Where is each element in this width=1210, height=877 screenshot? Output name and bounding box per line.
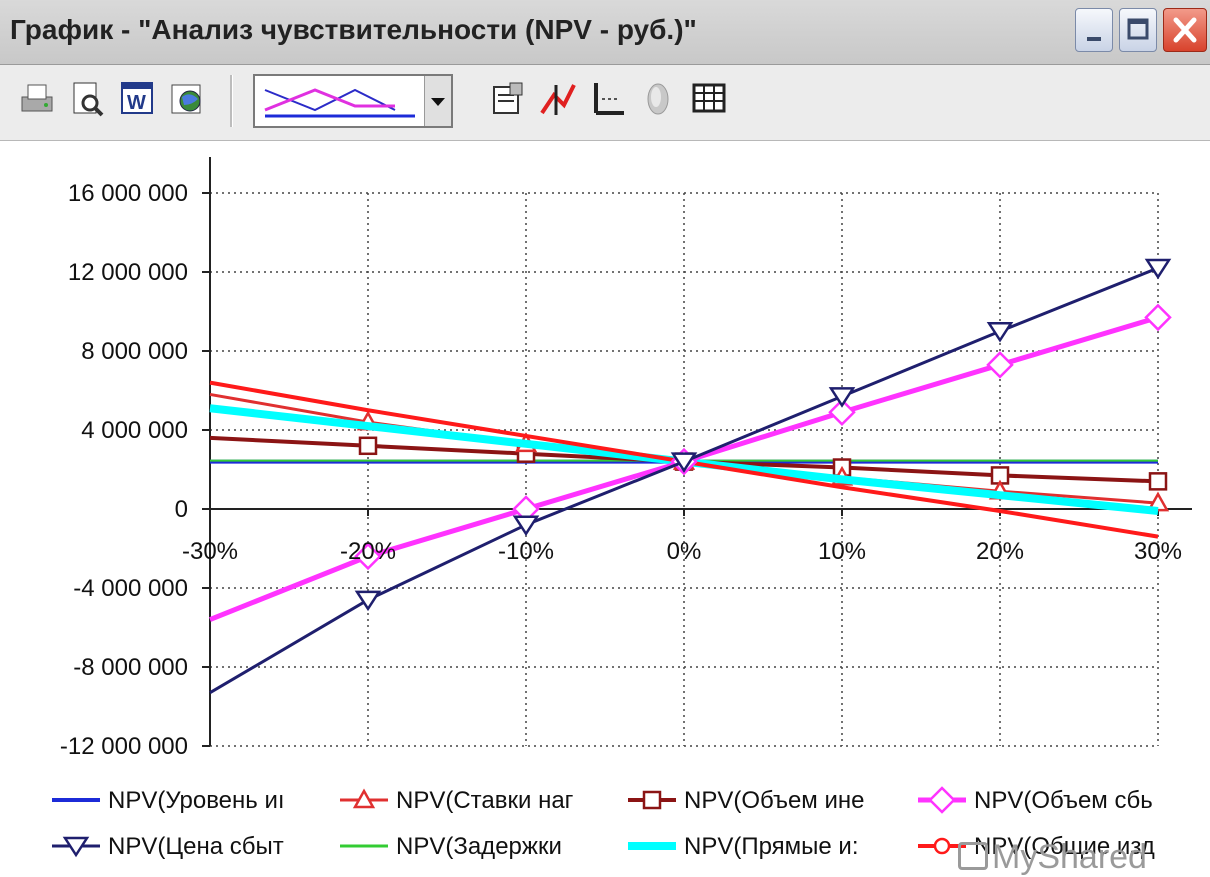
word-export-icon[interactable]: W: [118, 79, 158, 119]
x-tick-label: 10%: [818, 538, 866, 565]
watermark-logo-icon: [958, 842, 988, 870]
chart-series: [209, 258, 1172, 694]
series-4-point: [1144, 303, 1172, 332]
minimize-button[interactable]: [1075, 8, 1113, 52]
sensitivity-chart: 16 000 000 12 000 000 8 000 000 4 000 000 0 -…: [52, 157, 1192, 860]
series-5-point: [670, 452, 698, 473]
window-title: График - "Анализ чувствительности (NPV -…: [10, 14, 697, 45]
x-tick-label: 0%: [667, 538, 702, 565]
series-5-point: [1144, 258, 1172, 280]
legend-item-4: NPV(Объем сбь: [918, 786, 1153, 814]
axes-icon[interactable]: [588, 79, 628, 119]
legend-label: NPV(Цена сбыт: [108, 833, 284, 860]
legend-label: NPV(Прямые и:: [684, 833, 859, 860]
chart-tick-labels: 16 000 000 12 000 000 8 000 000 4 000 000 0 -…: [60, 180, 1182, 760]
legend-item-8: NPV(Общие изд: [918, 833, 1155, 860]
legend-item-2: NPV(Ставки наг: [340, 787, 574, 814]
legend-label: NPV(Объем ине: [684, 787, 864, 814]
series-5-point: [828, 387, 856, 408]
series-5-point: [512, 515, 540, 537]
chart-type-combo[interactable]: [253, 74, 453, 128]
series-3-point: [1148, 472, 1168, 491]
combo-dropdown-button[interactable]: [424, 76, 451, 126]
print-preview-icon[interactable]: [68, 79, 108, 119]
minimize-icon: [1087, 37, 1101, 41]
legend-item-7: NPV(Прямые и:: [628, 833, 859, 860]
y-tick-label: 12 000 000: [68, 259, 188, 286]
print-icon[interactable]: [18, 79, 58, 119]
x-tick-label: -30%: [182, 538, 238, 565]
maximize-icon: [1127, 18, 1149, 40]
series-5-point: [354, 590, 382, 612]
data-table-icon[interactable]: [690, 79, 730, 119]
legend-marker: [352, 788, 376, 809]
y-tick-label: -8 000 000: [73, 654, 188, 681]
series-5-point: [986, 322, 1014, 343]
y-tick-label: 4 000 000: [81, 417, 188, 444]
y-tick-label: 8 000 000: [81, 338, 188, 365]
legend-marker: [933, 837, 951, 855]
legend-item-6: NPV(Задержки: [340, 833, 562, 860]
legend-marker: [928, 786, 956, 814]
properties-icon[interactable]: [488, 79, 528, 119]
maximize-button[interactable]: [1119, 8, 1157, 52]
3d-icon[interactable]: [638, 79, 678, 119]
chevron-down-icon: [431, 98, 445, 106]
series-4-point: [354, 542, 382, 571]
close-button[interactable]: [1163, 8, 1207, 52]
x-tick-label: 30%: [1134, 538, 1182, 565]
chart-axes: [202, 157, 1192, 747]
title-bar: График - "Анализ чувствительности (NPV -…: [0, 0, 1210, 65]
legend-marker: [62, 836, 90, 858]
chart-legend: NPV(Уровень иı NPV(Ставки наг NPV(Объем ин…: [52, 786, 1155, 860]
x-tick-label: -20%: [340, 538, 396, 565]
close-icon: [1173, 17, 1197, 43]
y-tick-label: -12 000 000: [60, 733, 188, 760]
legend-label: NPV(Ставки наг: [396, 787, 574, 814]
legend-marker: [642, 790, 662, 810]
svg-text:W: W: [127, 92, 146, 114]
watermark-text: MyShared: [992, 838, 1147, 876]
legend-label: NPV(Уровень иı: [108, 787, 285, 814]
series-4-point: [828, 398, 856, 426]
series-4-point: [986, 351, 1014, 379]
legend-label: NPV(Задержки: [396, 833, 562, 860]
watermark: MyShared: [958, 838, 1147, 877]
legend-item-5: NPV(Цена сбыт: [52, 833, 284, 860]
legend-item-3: NPV(Объем ине: [628, 787, 864, 814]
legend-item-1: NPV(Уровень иı: [52, 787, 285, 814]
series-icon[interactable]: [538, 79, 578, 119]
line-chart-preview-icon: [264, 88, 415, 118]
legend-label: NPV(Общие изд: [974, 833, 1155, 860]
toolbar: W: [0, 65, 1210, 141]
x-tick-label: -10%: [498, 538, 554, 565]
legend-label: NPV(Объем сбь: [974, 787, 1153, 814]
y-tick-label: 16 000 000: [68, 180, 188, 207]
toolbar-separator: [230, 75, 233, 127]
y-tick-label: 0: [175, 496, 188, 523]
web-export-icon[interactable]: [168, 79, 208, 119]
x-tick-label: 20%: [976, 538, 1024, 565]
y-tick-label: -4 000 000: [73, 575, 188, 602]
series-3-point: [358, 436, 378, 456]
